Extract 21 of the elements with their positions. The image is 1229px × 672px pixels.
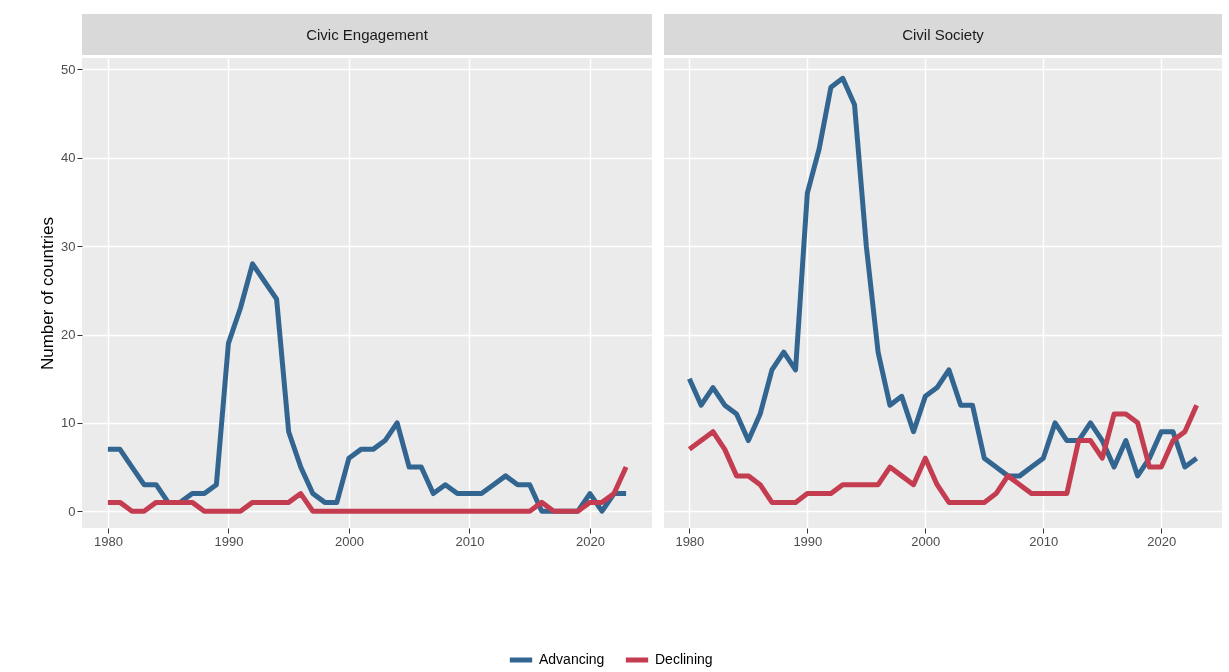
x-tick-label: 2020 xyxy=(575,533,605,549)
y-tick-label: 30 xyxy=(61,238,76,254)
chart-title: Civil Society xyxy=(902,26,985,43)
x-tick-label: 1980 xyxy=(675,533,705,549)
x-tick-label: 1980 xyxy=(93,533,123,549)
x-tick-label: 2010 xyxy=(455,533,485,549)
y-tick-label: 20 xyxy=(61,327,76,343)
x-tick-label: 2000 xyxy=(334,533,364,549)
y-axis-title: Number of countries xyxy=(38,216,58,371)
legend-label: Advancing xyxy=(539,651,605,667)
chart-title: Civic Engagement xyxy=(306,26,429,43)
x-tick-label: 2020 xyxy=(1147,533,1177,549)
y-tick-label: 10 xyxy=(61,415,76,431)
y-tick-label: 50 xyxy=(61,61,76,77)
x-tick-label: 1990 xyxy=(793,533,823,549)
x-tick-label: 2000 xyxy=(911,533,941,549)
y-tick-label: 0 xyxy=(68,503,76,519)
x-tick-label: 2010 xyxy=(1029,533,1059,549)
x-tick-label: 1990 xyxy=(214,533,244,549)
legend-label: Declining xyxy=(655,651,713,667)
y-tick-label: 40 xyxy=(61,150,76,166)
